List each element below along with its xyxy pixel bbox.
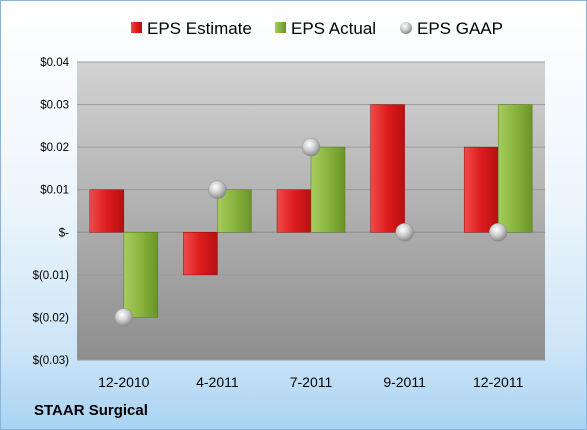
y-tick-label: $- [59, 227, 69, 239]
gaap-point [208, 180, 227, 199]
gaap-point [488, 223, 508, 242]
actual-bar [497, 104, 533, 233]
legend-swatch-actual [275, 22, 286, 33]
legend-label-estimate: EPS Estimate [147, 19, 252, 38]
actual-bar [123, 232, 159, 318]
y-tick-label: $(0.02) [33, 312, 70, 324]
bars [89, 104, 533, 318]
legend-item-actual: EPS Actual [275, 19, 376, 38]
gaap-point [114, 308, 134, 327]
x-tick-label: 4-2011 [196, 374, 239, 390]
gaap-point [301, 137, 321, 157]
legend-item-gaap: EPS GAAP [400, 19, 503, 38]
y-tick-label: $(0.03) [33, 355, 70, 367]
legend-item-estimate: EPS Estimate [131, 19, 252, 38]
gaap-point [395, 223, 414, 242]
y-axis-ticks: $0.04 $0.03 $0.02 $0.01 $- $(0.01) $(0.02) $(0.… [33, 57, 70, 367]
legend-label-actual: EPS Actual [291, 19, 376, 38]
actual-bar [310, 146, 346, 233]
estimate-bar [276, 189, 312, 233]
y-tick-label: $(0.01) [33, 270, 70, 282]
x-axis-labels: 12-2010 4-2011 7-2011 9-2011 12-2011 [98, 374, 523, 390]
company-label: STAAR Surgical [34, 402, 148, 419]
y-tick-label: $0.02 [40, 142, 69, 154]
x-tick-label: 9-2011 [383, 374, 426, 390]
x-tick-label: 12-2011 [473, 374, 524, 390]
legend-swatch-estimate [131, 22, 142, 33]
estimate-bar [370, 104, 405, 233]
x-tick-label: 12-2010 [98, 374, 150, 390]
legend: EPS Estimate EPS Actual EPS GAAP [131, 19, 503, 38]
y-tick-label: $0.03 [40, 100, 69, 112]
legend-label-gaap: EPS GAAP [417, 19, 503, 38]
x-tick-label: 7-2011 [290, 374, 333, 390]
y-tick-label: $0.04 [40, 57, 69, 69]
gaap-points [114, 137, 508, 327]
y-tick-label: $0.01 [40, 185, 69, 197]
estimate-bar [463, 146, 499, 233]
estimate-bar [89, 189, 125, 233]
legend-swatch-gaap [400, 22, 412, 34]
estimate-bar [183, 232, 218, 276]
